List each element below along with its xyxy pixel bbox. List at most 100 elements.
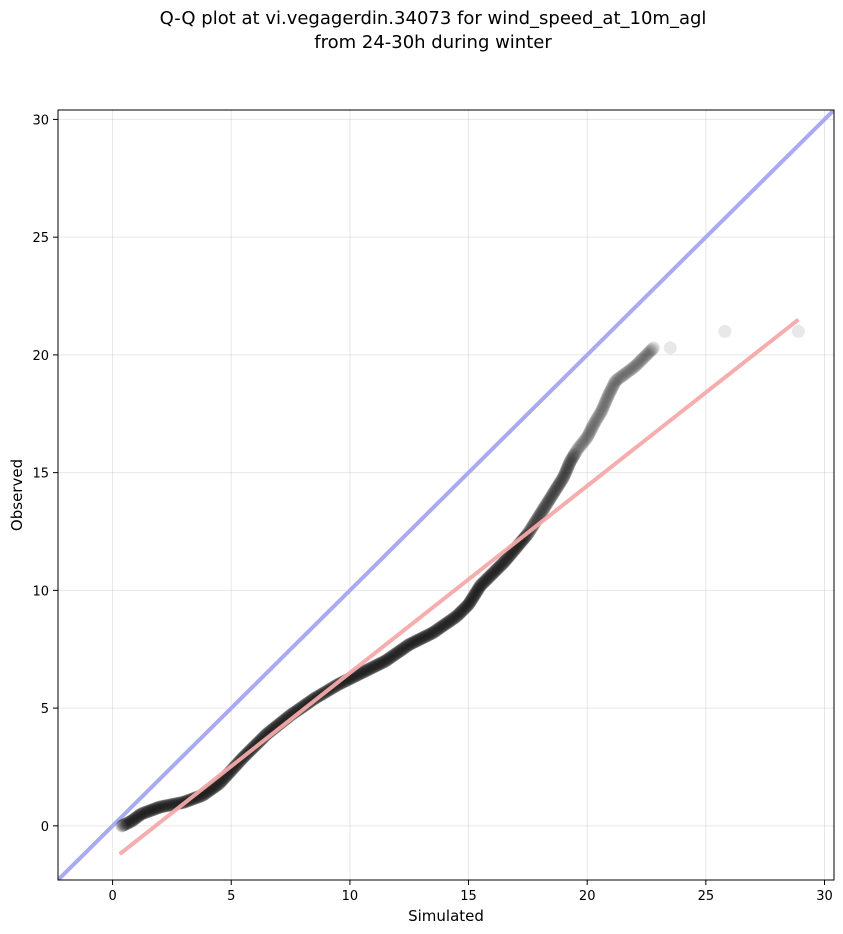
data-point xyxy=(162,798,176,812)
data-point xyxy=(502,549,516,563)
data-point xyxy=(447,611,461,625)
data-point xyxy=(119,817,133,831)
data-point xyxy=(646,342,660,356)
data-point xyxy=(592,408,606,422)
data-point xyxy=(478,574,492,588)
reference-lines xyxy=(58,110,834,880)
data-point xyxy=(392,644,406,658)
data-point xyxy=(575,437,589,451)
data-point xyxy=(458,601,472,615)
data-point xyxy=(555,473,569,487)
data-point xyxy=(619,366,633,380)
data-point xyxy=(160,799,174,813)
data-point xyxy=(396,642,410,656)
data-point xyxy=(566,450,580,464)
data-point xyxy=(553,477,567,491)
data-point xyxy=(629,359,643,373)
data-point xyxy=(574,439,588,453)
data-point xyxy=(120,816,134,830)
data-point xyxy=(603,384,617,398)
data-point xyxy=(630,358,644,372)
data-point xyxy=(146,803,160,817)
data-point xyxy=(612,371,626,385)
data-point xyxy=(463,595,477,609)
data-point xyxy=(355,666,369,680)
data-point xyxy=(490,563,504,577)
data-point xyxy=(539,498,553,512)
data-point xyxy=(393,644,407,658)
data-point xyxy=(462,597,476,611)
y-tick-label: 30 xyxy=(32,113,49,128)
data-point xyxy=(466,590,480,604)
data-point xyxy=(400,639,414,653)
data-point xyxy=(426,626,440,640)
data-point xyxy=(456,603,470,617)
data-point xyxy=(376,655,390,669)
data-point xyxy=(621,365,635,379)
data-point xyxy=(129,811,143,825)
data-point xyxy=(624,362,638,376)
data-point xyxy=(390,646,404,660)
data-point xyxy=(134,807,148,821)
data-point xyxy=(365,661,379,675)
data-point xyxy=(573,440,587,454)
data-point xyxy=(560,462,574,476)
data-point xyxy=(487,565,501,579)
y-tick-label: 0 xyxy=(41,820,49,835)
data-point xyxy=(139,805,153,819)
data-point xyxy=(144,804,158,818)
data-point xyxy=(474,578,488,592)
data-point xyxy=(385,650,399,664)
data-point xyxy=(437,618,451,632)
data-point xyxy=(457,602,471,616)
data-point xyxy=(535,504,549,518)
x-tick-label: 5 xyxy=(227,889,235,904)
data-point xyxy=(137,806,151,820)
data-point xyxy=(115,819,129,833)
data-point xyxy=(604,383,618,397)
data-point xyxy=(363,662,377,676)
data-point xyxy=(153,800,167,814)
data-point xyxy=(585,421,599,435)
data-point xyxy=(380,653,394,667)
data-point xyxy=(570,443,584,457)
data-point xyxy=(359,664,373,678)
data-point xyxy=(415,631,429,645)
data-point xyxy=(397,641,411,655)
data-point xyxy=(413,632,427,646)
data-point xyxy=(616,368,630,382)
data-point xyxy=(489,564,503,578)
data-point xyxy=(641,346,655,360)
data-point xyxy=(558,466,572,480)
data-point xyxy=(586,419,600,433)
y-tick-label: 5 xyxy=(41,702,49,717)
data-point xyxy=(145,803,159,817)
data-point xyxy=(414,632,428,646)
data-point xyxy=(609,374,623,388)
data-point xyxy=(606,379,620,393)
data-point xyxy=(387,648,401,662)
data-point xyxy=(541,494,555,508)
data-point xyxy=(554,474,568,488)
data-point xyxy=(599,393,613,407)
data-point xyxy=(576,435,590,449)
data-point xyxy=(357,664,371,678)
data-point xyxy=(581,429,595,443)
y-tick-label: 15 xyxy=(32,467,49,482)
data-point xyxy=(157,799,171,813)
data-point xyxy=(138,806,152,820)
data-point xyxy=(588,415,602,429)
data-point xyxy=(451,608,465,622)
data-point xyxy=(603,385,617,399)
data-point xyxy=(395,643,409,657)
data-point xyxy=(159,799,173,813)
data-point xyxy=(593,407,607,421)
data-point xyxy=(372,657,386,671)
data-point xyxy=(453,606,467,620)
data-point xyxy=(643,344,657,358)
data-points xyxy=(115,318,805,856)
data-point xyxy=(127,812,141,826)
data-point xyxy=(378,654,392,668)
data-point xyxy=(450,609,464,623)
data-point xyxy=(431,622,445,636)
